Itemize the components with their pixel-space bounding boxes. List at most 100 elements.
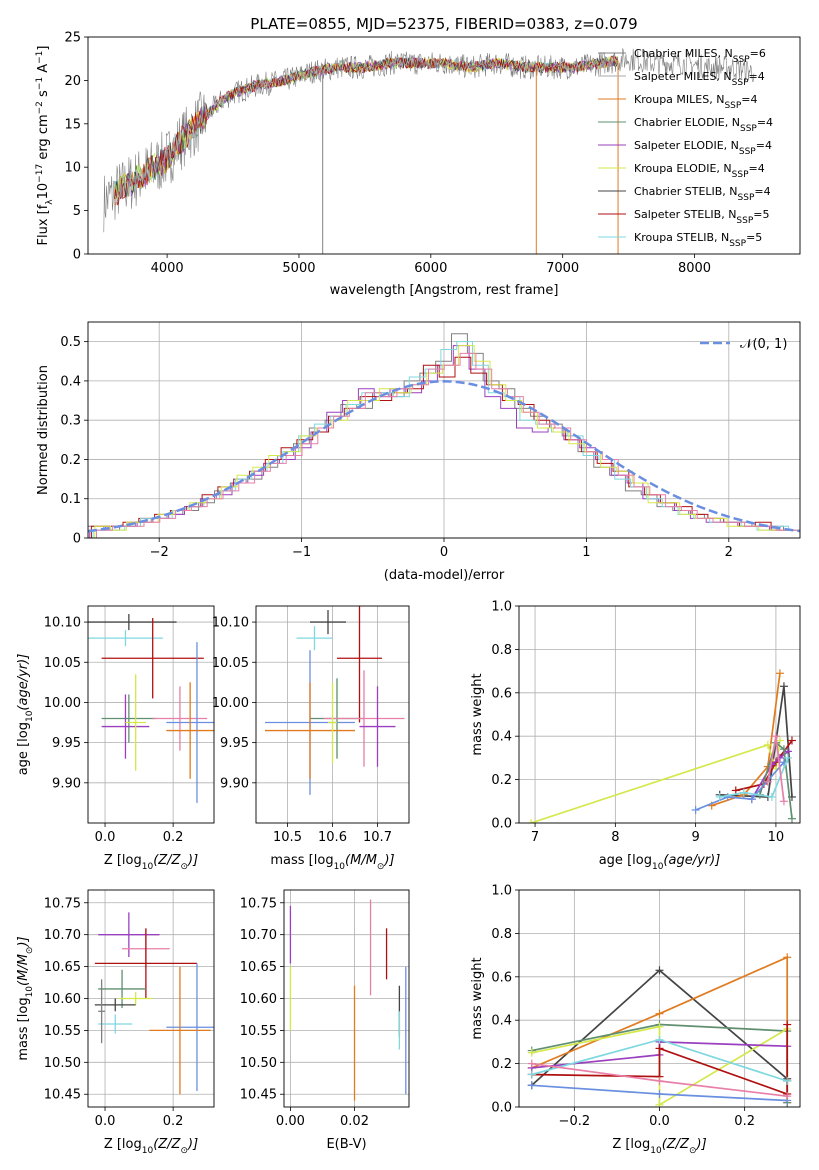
y-tick-label: 10.65 xyxy=(44,960,81,975)
panel-weight-z: −0.2 0.0 0.2 0.0 0.2 0.4 0.6 0.8 1.0 Z [log10(Z/Z… xyxy=(470,884,801,1156)
label-part: (Z/Z xyxy=(153,1137,181,1152)
grid xyxy=(88,322,800,539)
label-part: 10 xyxy=(25,710,35,722)
y-tick-label: 0.5 xyxy=(60,335,81,350)
label-part: −17 xyxy=(35,164,45,183)
label-part: )] xyxy=(187,1137,198,1152)
y-tick-label: 10.65 xyxy=(240,960,277,975)
y-tick-label: 10.75 xyxy=(240,896,277,911)
histogram-series xyxy=(92,341,800,538)
panel-mass-age: 10.5 10.6 10.7 9.90 9.95 10.00 10.05 10.10 mass … xyxy=(212,605,410,872)
label-part: =4 xyxy=(757,116,773,129)
x-tick-label: 8000 xyxy=(678,261,711,276)
data-point xyxy=(98,969,146,1009)
label-part: Salpeter ELODIE, N xyxy=(634,139,739,152)
y-tick-label: 10.05 xyxy=(212,656,249,671)
label-part: Kroupa MILES, N xyxy=(634,93,724,106)
data-point xyxy=(118,992,153,1005)
label-part: =4 xyxy=(749,70,765,83)
plus-marker xyxy=(655,1044,664,1053)
axes-frame xyxy=(283,889,410,1108)
y-tick-label: 10.50 xyxy=(240,1056,277,1071)
label-part: A xyxy=(36,64,51,77)
label-part: −1 xyxy=(35,51,45,64)
label-part: SSP xyxy=(724,101,741,111)
plus-marker xyxy=(787,736,796,745)
grid xyxy=(284,890,409,1107)
label-part: λ xyxy=(45,199,55,205)
axes-frame xyxy=(255,605,410,824)
data-point xyxy=(94,998,136,1012)
plot-area xyxy=(94,912,214,1095)
label-part: Flux [f xyxy=(36,204,51,245)
plus-marker xyxy=(779,682,788,691)
y-tick-label: 0.6 xyxy=(491,686,512,701)
plot-area xyxy=(103,48,755,254)
label-part: Chabrier STELIB, N xyxy=(634,185,738,198)
data-point xyxy=(98,912,160,958)
y-tick-label: 0.4 xyxy=(60,374,81,389)
legend-label: Kroupa ELODIE, NSSP=4 xyxy=(634,162,765,180)
histogram-series xyxy=(96,352,800,538)
y-tick-label: 10.45 xyxy=(240,1088,277,1103)
label-part: mass [log xyxy=(270,853,333,868)
label-part: wavelength [Angstrom, rest frame] xyxy=(330,283,559,298)
plus-marker xyxy=(775,753,784,762)
x-axis-label: E(B-V) xyxy=(326,1137,366,1152)
y-axis-label: mass [log10(M/M⊙)] xyxy=(16,936,35,1060)
label-part: −1 xyxy=(35,77,45,90)
y-tick-label: 15 xyxy=(64,117,81,132)
data-point xyxy=(94,928,197,999)
data-point xyxy=(337,606,382,723)
spectrum-line xyxy=(114,54,618,199)
weight-series xyxy=(530,740,781,823)
data-point xyxy=(359,686,396,767)
data-point xyxy=(152,686,208,751)
plus-marker xyxy=(763,740,772,749)
x-tick-label: −2 xyxy=(150,545,169,560)
label-part: =4 xyxy=(756,139,772,152)
spectrum-line xyxy=(114,56,618,201)
y-axis-label: mass weight xyxy=(470,673,485,755)
plus-marker xyxy=(739,788,748,797)
y-tick-label: 10.05 xyxy=(44,656,81,671)
label-part: =5 xyxy=(746,231,762,244)
label-part: Kroupa STELIB, N xyxy=(634,231,729,244)
y-tick-label: 9.90 xyxy=(52,776,81,791)
plot-area xyxy=(289,899,407,1101)
y-tick-label: 0.2 xyxy=(491,773,512,788)
legend-label: Chabrier ELODIE, NSSP=4 xyxy=(634,116,773,134)
y-tick-label: 0 xyxy=(73,532,81,547)
plot-area xyxy=(527,953,792,1107)
data-point xyxy=(310,610,346,635)
panel-spectrum: 4000 5000 6000 7000 8000 0 5 10 15 20 25 wavelength… xyxy=(35,31,801,298)
label-part: SSP xyxy=(740,124,757,134)
label-part: SSP xyxy=(729,239,746,249)
data-point xyxy=(101,694,150,759)
data-point xyxy=(88,630,163,647)
y-tick-label: 0.3 xyxy=(60,414,81,429)
label-part: s xyxy=(36,90,51,101)
x-tick-label: 0.0 xyxy=(649,1114,670,1129)
x-axis-label: age [log10(age/yr)] xyxy=(599,853,721,872)
label-part: =4 xyxy=(754,185,770,198)
plus-marker xyxy=(771,732,780,741)
label-part: SSP xyxy=(739,147,756,157)
legend-label: Salpeter MILES, NSSP=4 xyxy=(634,70,765,88)
label-part: SSP xyxy=(736,216,753,226)
y-axis-label: Flux [fλ10−17 erg cm−2 s−1 A−1] xyxy=(35,46,55,246)
x-tick-label: 9 xyxy=(691,830,699,845)
label-part: Chabrier MILES, N xyxy=(634,47,733,60)
x-tick-label: 0.00 xyxy=(276,1114,305,1129)
y-tick-label: 10.70 xyxy=(44,928,81,943)
y-tick-label: 0.4 xyxy=(491,1014,512,1029)
label-part: =5 xyxy=(753,208,769,221)
label-part: (Z/Z xyxy=(153,853,181,868)
legend: 𝒩(0, 1) xyxy=(700,337,787,352)
label-part: erg cm xyxy=(36,114,51,163)
x-tick-label: 0.2 xyxy=(163,1114,184,1129)
plus-marker xyxy=(779,745,788,754)
x-tick-label: 7 xyxy=(531,830,539,845)
histogram-series xyxy=(89,345,800,538)
